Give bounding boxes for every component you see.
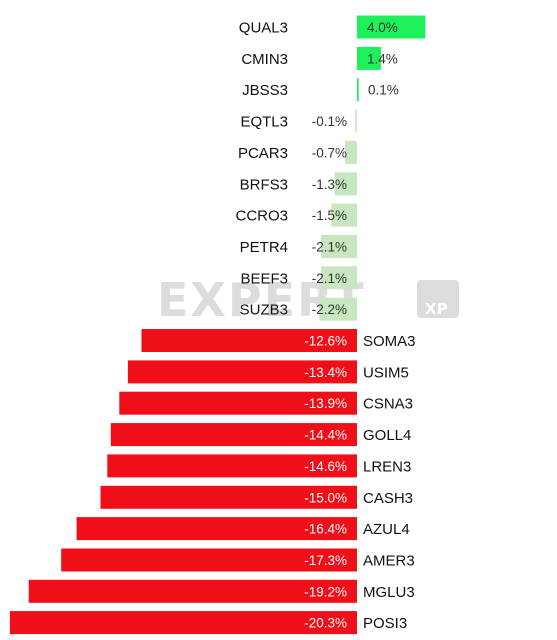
data-label: -14.6% (304, 459, 347, 474)
bars-layer: QUAL3 4.0% CMIN3 1.4% JBSS3 0.1% EQTL3 -0.1% PCA… (9, 15, 426, 635)
category-label: QUAL3 (239, 20, 288, 37)
category-label: BRFS3 (240, 176, 288, 193)
data-label: -12.6% (304, 334, 347, 349)
category-label: AZUL4 (363, 521, 410, 538)
bar-mglu3 (28, 579, 357, 603)
category-label: EQTL3 (240, 114, 288, 131)
category-label: SUZB3 (240, 302, 288, 319)
category-label: PCAR3 (238, 145, 288, 162)
data-label: -0.1% (312, 114, 347, 129)
category-label: POSI3 (363, 615, 407, 632)
data-label: -15.0% (304, 490, 347, 505)
bar-cmin3 (357, 46, 381, 70)
bar-soma3 (141, 329, 357, 352)
data-label: -2.1% (312, 240, 347, 255)
data-label: 0.1% (368, 83, 399, 98)
bar-beef3 (321, 266, 357, 290)
data-label: 4.0% (367, 20, 398, 35)
data-label: -13.9% (304, 396, 347, 411)
bar-cash3 (100, 485, 357, 509)
data-label: 1.4% (367, 51, 398, 66)
category-label: CSNA3 (363, 396, 413, 413)
watermark-badge-text: XP (425, 300, 448, 318)
bar-jbss3 (357, 78, 359, 102)
data-label: -14.4% (304, 428, 347, 443)
bar-usim5 (127, 360, 358, 384)
data-label: -0.7% (312, 145, 347, 160)
bar-lren3 (107, 454, 357, 478)
data-label: -13.4% (304, 365, 347, 380)
bar-amer3 (61, 548, 357, 572)
bar-eqtl3 (355, 109, 357, 133)
bar-azul4 (76, 517, 357, 541)
data-label: -1.3% (312, 177, 347, 192)
bar-pcar3 (345, 140, 357, 164)
category-label: MGLU3 (363, 584, 415, 601)
bar-goll4 (110, 423, 357, 447)
data-label: -2.2% (312, 302, 347, 317)
category-label: LREN3 (363, 458, 411, 475)
category-label: GOLL4 (363, 427, 411, 444)
data-label: -2.1% (312, 271, 347, 286)
data-label: -20.3% (304, 616, 347, 631)
bar-suzb3 (319, 297, 357, 321)
bar-ccro3 (331, 203, 358, 227)
watermark-badge (417, 280, 459, 318)
bar-qual3 (357, 15, 426, 39)
category-label: BEEF3 (240, 270, 288, 287)
category-label: USIM5 (363, 364, 409, 381)
bar-brfs3 (334, 172, 357, 196)
category-label: CASH3 (363, 490, 413, 507)
bar-csna3 (119, 391, 357, 415)
data-label: -1.5% (312, 208, 347, 223)
watermark: EXPERT XP (157, 273, 459, 327)
data-label: -19.2% (304, 584, 347, 599)
category-label: PETR4 (240, 239, 288, 256)
data-label: -17.3% (304, 553, 347, 568)
category-label: AMER3 (363, 553, 415, 570)
category-label: CMIN3 (241, 51, 288, 68)
category-label: CCRO3 (235, 208, 288, 225)
data-label: -16.4% (304, 522, 347, 537)
category-label: JBSS3 (242, 82, 288, 99)
category-label: SOMA3 (363, 333, 416, 350)
bar-petr4 (321, 235, 357, 258)
bar-posi3 (9, 611, 358, 635)
